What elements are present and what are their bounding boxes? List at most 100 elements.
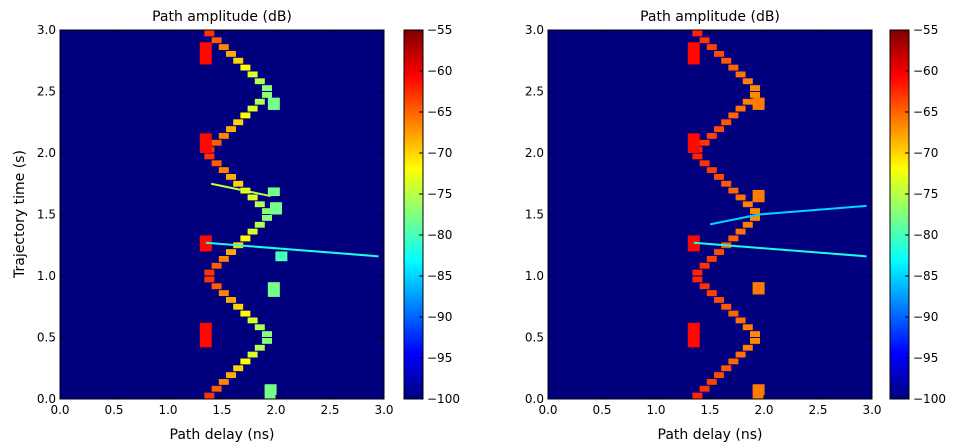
colorbar-tick-label: −65: [427, 105, 452, 119]
heatmap-cell-right-34: [699, 160, 710, 167]
heatmap-cell-left-48: [240, 64, 251, 71]
heatmap-cell-right-32: [714, 174, 724, 180]
heatmap-cell-left-47: [247, 71, 258, 78]
x-axis-label-right: Path delay (ns): [658, 427, 763, 443]
heatmap-cell-right-49: [721, 57, 732, 64]
heatmap-streak-left-0-0: [205, 241, 379, 258]
heatmap-cell-right-30: [728, 187, 739, 194]
heatmap-cell-left-43: [254, 98, 265, 105]
heatmap-block-right-4: [752, 384, 765, 399]
y-tick-label: 0.0: [525, 392, 544, 406]
heatmap-block-right-3: [687, 42, 700, 65]
heatmap-cell-left-1: [211, 385, 222, 392]
colorbar-tick-label: −60: [427, 64, 452, 78]
colorbar-tick-label: −85: [427, 269, 452, 283]
heatmap-cell-left-25: [254, 221, 265, 228]
x-axis-ticks-right: 0.0 0.5 1.0 1.5 2.0 2.5 3.0: [538, 30, 882, 417]
x-tick-label: 0.5: [592, 403, 611, 417]
y-tick-label: 0.0: [37, 392, 56, 406]
heatmap-cell-left-18: [204, 269, 215, 276]
x-tick-label: 2.5: [808, 403, 827, 417]
heatmap-cell-right-25: [742, 221, 753, 228]
heatmap-cell-left-23: [240, 235, 251, 242]
colorbar-tick-label: −70: [913, 146, 938, 160]
heatmap-cell-left-24: [247, 228, 258, 235]
heatmap-cell-right-12: [728, 310, 739, 317]
colorbar-ticks-right: −55 −60 −65 −70 −75 −80 −85 −90 −95 −100: [905, 23, 946, 406]
colorbar-tick-label: −75: [427, 187, 452, 201]
heatmap-cell-left-3: [226, 372, 236, 378]
y-axis-ticks-left: 0.0 0.5 1.0 1.5 2.0 2.5 3.0: [37, 23, 384, 406]
colorbar-tick-label: −100: [427, 392, 460, 406]
heatmap-cell-left-33: [218, 167, 229, 173]
heatmap-cell-right-43: [742, 98, 753, 105]
x-tick-label: 0.0: [50, 403, 69, 417]
heatmap-cell-right-42: [735, 105, 746, 112]
heatmap-cell-right-14: [714, 297, 724, 303]
plot-background-right: [548, 30, 872, 399]
heatmap-cell-right-17: [692, 276, 703, 283]
heatmap-cell-left-45: [262, 85, 272, 91]
heatmap-cell-left-41: [240, 112, 251, 119]
heatmap-cell-left-21: [226, 249, 236, 255]
colorbar-tick-label: −90: [913, 310, 938, 324]
y-tick-label: 2.5: [525, 85, 544, 99]
y-tick-label: 3.0: [37, 23, 56, 37]
chart-title-left: Path amplitude (dB): [152, 9, 292, 25]
heatmap-block-left-8: [267, 187, 280, 197]
heatmap-block-left-4: [264, 384, 277, 399]
heatmap-cell-left-53: [204, 30, 215, 37]
heatmap-cell-left-0: [204, 392, 215, 399]
heatmap-cell-left-15: [218, 290, 229, 296]
heatmap-cell-left-16: [211, 283, 222, 290]
heatmap-cell-right-44: [750, 92, 760, 98]
colorbar-tick-label: −65: [913, 105, 938, 119]
heatmap-cell-right-23: [728, 235, 739, 242]
y-tick-label: 2.0: [37, 146, 56, 160]
heatmap-cell-right-28: [742, 201, 753, 208]
heatmap-cell-left-14: [226, 297, 236, 303]
colorbar-tick-label: −70: [427, 146, 452, 160]
x-axis-ticks-left: 0.0 0.5 1.0 1.5 2.0 2.5 3.0: [50, 30, 394, 417]
heatmap-cell-right-7: [742, 344, 753, 351]
heatmap-block-left-6: [275, 251, 288, 262]
colorbar-tick-label: −95: [427, 351, 452, 365]
heatmap-cell-left-32: [226, 174, 236, 180]
heatmap-cell-right-47: [735, 71, 746, 78]
heatmap-streak-right-1-1: [758, 204, 867, 216]
plot-background-left: [60, 30, 384, 399]
y-tick-label: 1.0: [37, 269, 56, 283]
heatmap-cell-left-28: [254, 201, 265, 208]
colorbar-tick-label: −55: [427, 23, 452, 37]
heatmap-cell-left-35: [204, 153, 215, 160]
heatmap-cell-left-50: [226, 51, 236, 57]
heatmap-cell-right-9: [750, 331, 760, 337]
chart-title-right: Path amplitude (dB): [640, 9, 780, 25]
heatmap-cell-right-4: [721, 365, 732, 372]
x-tick-label: 2.5: [320, 403, 339, 417]
x-tick-label: 2.0: [754, 403, 773, 417]
heatmap-cell-right-10: [742, 324, 753, 331]
heatmap-cell-left-5: [240, 358, 251, 365]
heatmap-block-left-7: [270, 202, 282, 215]
heatmap-streak-right-1-0: [709, 213, 759, 226]
heatmap-cell-right-53: [692, 30, 703, 37]
colorbar-tick-label: −95: [913, 351, 938, 365]
heatmap-cell-left-51: [218, 44, 229, 50]
heatmap-streak-left-1-0: [210, 182, 271, 198]
heatmap-cell-left-12: [240, 310, 251, 317]
heatmap-cell-left-10: [254, 324, 265, 331]
heatmap-cell-right-16: [699, 283, 710, 290]
chart-panel-right: Path amplitude (dB) 0.0 0.5 1.0 1.5 2.0 2.5 3.…: [525, 9, 946, 443]
heatmap-cell-right-48: [728, 64, 739, 71]
y-axis-ticks-right: 0.0 0.5 1.0 1.5 2.0 2.5 3.0: [525, 23, 872, 406]
heatmap-block-right-2: [687, 133, 700, 153]
heatmap-cell-right-1: [699, 385, 710, 392]
x-tick-label: 1.5: [700, 403, 719, 417]
heatmap-cell-right-51: [706, 44, 717, 50]
heatmap-marks-right: [687, 30, 867, 399]
heatmap-cell-right-11: [735, 317, 746, 324]
heatmap-block-right-7: [752, 97, 765, 110]
x-tick-label: 0.0: [538, 403, 557, 417]
x-axis-label-left: Path delay (ns): [170, 427, 275, 443]
